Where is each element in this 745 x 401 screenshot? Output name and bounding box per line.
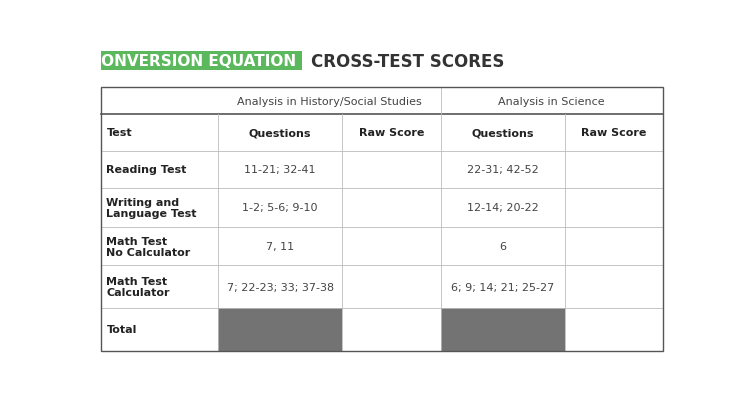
Bar (218, 308, 342, 351)
Text: CROSS-TEST SCORES: CROSS-TEST SCORES (311, 53, 504, 71)
Text: Questions: Questions (249, 128, 311, 138)
Text: Raw Score: Raw Score (358, 128, 424, 138)
Bar (101, 88, 663, 351)
Text: 11-21; 32-41: 11-21; 32-41 (244, 165, 316, 175)
Text: Analysis in Science: Analysis in Science (498, 96, 605, 106)
Text: 6: 6 (499, 242, 506, 252)
Text: Reading Test: Reading Test (107, 165, 187, 175)
Text: Analysis in History/Social Studies: Analysis in History/Social Studies (237, 96, 422, 106)
Text: 12-14; 20-22: 12-14; 20-22 (466, 203, 539, 213)
Text: Math Test
No Calculator: Math Test No Calculator (107, 236, 191, 257)
Text: CONVERSION EQUATION 3: CONVERSION EQUATION 3 (90, 54, 312, 69)
Text: 7, 11: 7, 11 (266, 242, 294, 252)
Text: Raw Score: Raw Score (581, 128, 647, 138)
Bar (440, 308, 565, 351)
Text: 6; 9; 14; 21; 25-27: 6; 9; 14; 21; 25-27 (451, 282, 554, 292)
Text: Math Test
Calculator: Math Test Calculator (107, 276, 170, 298)
Text: Total: Total (107, 325, 137, 334)
Text: Test: Test (107, 128, 132, 138)
Text: Questions: Questions (472, 128, 534, 138)
Text: 22-31; 42-52: 22-31; 42-52 (466, 165, 539, 175)
Text: 1-2; 5-6; 9-10: 1-2; 5-6; 9-10 (242, 203, 318, 213)
FancyBboxPatch shape (101, 52, 302, 71)
Text: Writing and
Language Test: Writing and Language Test (107, 197, 197, 219)
Text: 7; 22-23; 33; 37-38: 7; 22-23; 33; 37-38 (226, 282, 334, 292)
